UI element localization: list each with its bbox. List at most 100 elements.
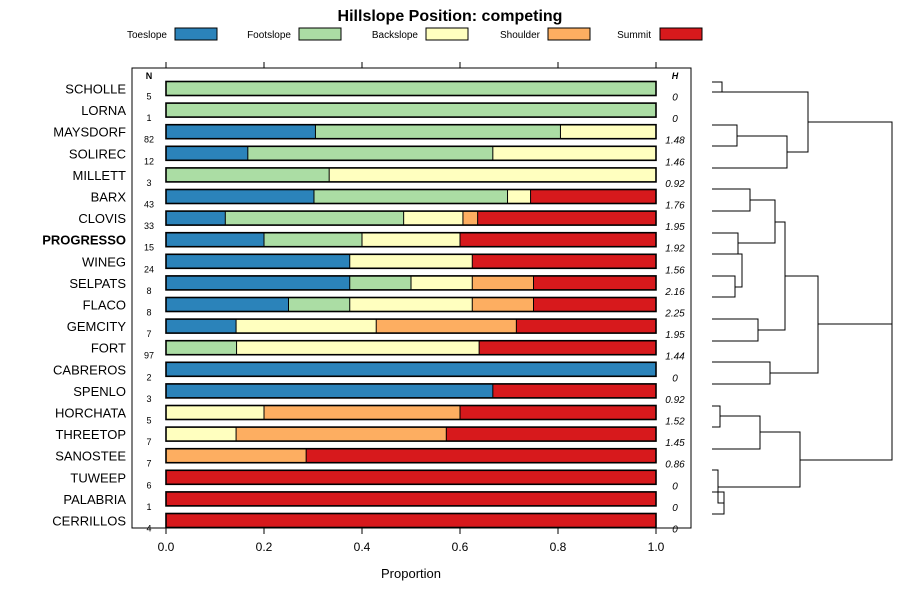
h-value-lorna: 0	[672, 114, 678, 125]
n-value-cabreros: 2	[146, 372, 151, 382]
row-label-wineg: WINEG	[82, 254, 126, 269]
bar-outline-gemcity	[165, 318, 657, 334]
n-value-solirec: 12	[144, 156, 154, 166]
bar-segment-spenlo-summit	[492, 383, 656, 398]
bar-segment-horchata-shoulder	[264, 405, 460, 420]
n-header: N	[146, 71, 153, 81]
bar-outline-lorna	[165, 102, 657, 118]
h-value-gemcity: 1.95	[665, 330, 685, 341]
bar-segment-selpats-backslope	[411, 275, 473, 290]
row-label-cerrillos: CERRILLOS	[52, 514, 126, 529]
dendrogram-branch	[712, 188, 751, 212]
bar-segment-solirec-backslope	[492, 146, 656, 161]
bar-segment-horchata-backslope	[166, 405, 264, 420]
bar-segment-tuweep-summit	[166, 470, 656, 485]
n-value-flaco: 8	[146, 308, 151, 318]
bar-segment-flaco-footslope	[288, 297, 350, 312]
bar-segment-flaco-toeslope	[166, 297, 289, 312]
n-value-threetop: 7	[146, 437, 151, 447]
bar-outline-wineg	[165, 253, 657, 270]
x-tick-label: 1.0	[648, 540, 665, 554]
bar-segment-flaco-backslope	[349, 297, 473, 312]
bar-segment-clovis-footslope	[225, 211, 404, 226]
row-label-barx: BARX	[91, 190, 127, 205]
h-value-wineg: 1.56	[665, 265, 685, 276]
bar-segment-selpats-footslope	[349, 275, 411, 290]
dendrogram-branch	[722, 91, 809, 153]
bar-segment-clovis-summit	[477, 211, 656, 226]
bar-outline-clovis	[165, 210, 657, 226]
h-value-clovis: 1.95	[665, 222, 685, 233]
bar-segment-sanostee-summit	[306, 448, 656, 463]
n-value-wineg: 24	[144, 264, 154, 274]
dendrogram-branch	[738, 199, 776, 244]
x-tick-label: 0.2	[256, 540, 273, 554]
x-tick-label: 0.4	[354, 540, 371, 554]
bar-segment-spenlo-toeslope	[166, 383, 493, 398]
h-value-horchata: 1.52	[665, 417, 685, 428]
h-value-progresso: 1.92	[665, 244, 685, 255]
bar-outline-solirec	[165, 145, 657, 162]
n-value-millett: 3	[146, 178, 151, 188]
bar-segment-wineg-toeslope	[166, 254, 350, 269]
bar-segment-gemcity-shoulder	[376, 319, 517, 334]
bar-segment-solirec-footslope	[247, 146, 493, 161]
legend-label-shoulder: Shoulder	[500, 30, 541, 41]
bar-outline-sanostee	[165, 447, 657, 464]
x-tick-label: 0.6	[452, 540, 469, 554]
n-value-gemcity: 7	[146, 329, 151, 339]
chart-title: Hillslope Position: competing	[338, 8, 563, 25]
dendrogram-branch	[712, 275, 736, 298]
bar-segment-maysdorf-backslope	[560, 124, 656, 139]
bar-segment-millett-backslope	[329, 167, 656, 182]
bar-segment-wineg-summit	[472, 254, 656, 269]
x-tick-label: 0.0	[158, 540, 175, 554]
bar-segment-maysdorf-footslope	[315, 124, 561, 139]
legend-label-summit: Summit	[617, 30, 651, 41]
bar-segment-selpats-summit	[533, 275, 656, 290]
n-value-tuweep: 6	[146, 480, 151, 490]
bar-segment-wineg-backslope	[349, 254, 473, 269]
bar-segment-scholle-footslope	[166, 81, 656, 96]
dendrogram-branch	[712, 124, 738, 147]
legend-swatch-backslope	[425, 27, 469, 41]
row-label-millett: MILLETT	[73, 168, 127, 183]
n-value-lorna: 1	[146, 113, 151, 123]
bar-segment-sanostee-shoulder	[166, 448, 307, 463]
bar-segment-threetop-summit	[446, 427, 656, 442]
dendrogram-branch	[735, 253, 743, 288]
dendrogram-branch	[712, 232, 739, 255]
row-label-scholle: SCHOLLE	[65, 82, 126, 97]
h-value-threetop: 1.45	[665, 438, 685, 449]
bar-segment-lorna-footslope	[166, 103, 656, 118]
dendrogram-branch	[712, 81, 723, 93]
row-label-solirec: SOLIREC	[69, 146, 126, 161]
legend-swatch-summit	[659, 27, 703, 41]
n-value-clovis: 33	[144, 221, 154, 231]
row-label-gemcity: GEMCITY	[67, 319, 127, 334]
n-value-maysdorf: 82	[144, 135, 154, 145]
bars	[165, 80, 657, 529]
bar-segment-barx-footslope	[313, 189, 508, 204]
dendrogram-branch	[800, 121, 893, 461]
row-label-selpats: SELPATS	[69, 276, 126, 291]
bar-segment-clovis-toeslope	[166, 211, 226, 226]
x-axis: 0.0 0.2 0.4 0.6 0.8 1.0	[158, 62, 665, 554]
legend-swatch-footslope	[298, 27, 342, 41]
bar-segment-gemcity-summit	[516, 319, 656, 334]
bar-segment-fort-footslope	[166, 340, 237, 355]
row-label-progresso: PROGRESSO	[42, 233, 126, 248]
bar-outline-cabreros	[165, 361, 657, 378]
legend-swatch-toeslope	[174, 27, 218, 41]
dendrogram-branch	[712, 415, 761, 450]
bar-segment-threetop-backslope	[166, 427, 237, 442]
legend-label-backslope: Backslope	[372, 30, 419, 41]
legend-label-toeslope: Toeslope	[127, 30, 167, 41]
row-label-maysdorf: MAYSDORF	[53, 125, 126, 140]
bar-segment-threetop-shoulder	[236, 427, 447, 442]
h-value-sanostee: 0.86	[665, 460, 685, 471]
row-label-tuweep: TUWEEP	[70, 470, 126, 485]
bar-segment-clovis-shoulder	[462, 211, 478, 226]
